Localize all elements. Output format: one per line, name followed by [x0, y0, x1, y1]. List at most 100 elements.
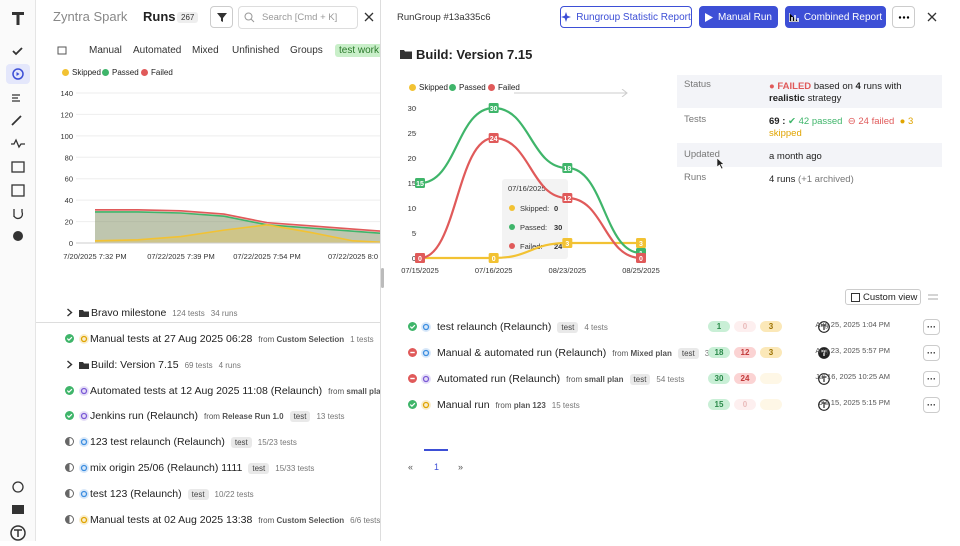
from-label: from: [495, 400, 512, 410]
expand-arrow: [67, 360, 73, 369]
page-link[interactable]: 1: [434, 462, 440, 472]
row-menu[interactable]: ···: [923, 397, 940, 413]
type-bg: [79, 386, 89, 396]
failed-text: 24 failed: [858, 116, 895, 127]
row-menu[interactable]: ···: [923, 319, 940, 335]
type-core: [422, 349, 430, 357]
filter-tab[interactable]: Automated: [133, 45, 182, 56]
row-menu[interactable]: ···: [923, 371, 940, 387]
manual-run-button[interactable]: Manual Run: [699, 6, 778, 28]
avatar-mark: [821, 402, 827, 408]
run-source: from Release Run 1.0: [204, 412, 284, 421]
status-half: [65, 489, 70, 498]
run-row[interactable]: Manual tests at 27 Aug 2025 06:28 from Cu…: [90, 330, 374, 348]
avatar[interactable]: [10, 525, 26, 541]
statistic-report-button[interactable]: Rungroup Statistic Report: [560, 6, 692, 28]
legend-item[interactable]: Failed: [488, 83, 520, 92]
nav-icon[interactable]: [13, 231, 23, 241]
tag: test: [289, 410, 311, 422]
legend-item[interactable]: Skipped: [409, 83, 448, 92]
filter-tab[interactable]: Groups: [290, 45, 323, 56]
legend-item[interactable]: Failed: [141, 68, 173, 77]
run-row[interactable]: Automated tests at 12 Aug 2025 11:08 (Re…: [90, 382, 381, 400]
legend-arrow: [514, 89, 628, 97]
type-core: [80, 516, 88, 524]
filter-tab[interactable]: test work: [335, 44, 380, 57]
page-link[interactable]: »: [458, 462, 464, 472]
close-button[interactable]: [927, 12, 937, 22]
docs-icon[interactable]: [12, 505, 24, 514]
y-tick-label: 15: [408, 179, 416, 188]
nav-icon[interactable]: [13, 209, 24, 220]
status-half: [65, 515, 70, 524]
run-row[interactable]: Jenkins run (Relaunch) from Release Run 1…: [90, 407, 345, 425]
type-core: [422, 375, 430, 383]
filter-tab[interactable]: Unfinished: [232, 45, 280, 56]
from-label: from: [203, 411, 220, 421]
more-button[interactable]: [892, 6, 915, 28]
point-label: 0: [639, 256, 643, 263]
combined-report-button[interactable]: Combined Report: [785, 6, 886, 28]
logo[interactable]: [12, 12, 24, 25]
area-line: [95, 211, 380, 235]
count-pill: 15: [708, 399, 730, 410]
status-runs: 4: [855, 81, 861, 92]
page-link[interactable]: «: [408, 462, 414, 472]
run-row[interactable]: Bravo milestone 124 tests 34 runs: [91, 304, 237, 322]
nav-icon[interactable]: [12, 68, 24, 80]
run-row[interactable]: Manual tests at 02 Aug 2025 13:38 from Cu…: [90, 511, 380, 529]
y-tick-label: 5: [412, 229, 416, 238]
nav-icon[interactable]: [11, 115, 22, 126]
legend-swatch: [102, 69, 109, 76]
status-check: [409, 402, 416, 408]
group-run-row[interactable]: Manual run from plan 123 15 tests: [437, 396, 580, 414]
tab-icon[interactable]: [57, 45, 68, 56]
count-pill: 30: [708, 373, 730, 384]
group-run-row[interactable]: test relaunch (Relaunch) test 4 tests: [437, 318, 608, 336]
custom-view-button[interactable]: Custom view: [845, 289, 921, 305]
rungroup-panel: RunGroup #13a335c6 Rungroup Statistic Re…: [384, 0, 960, 541]
run-row[interactable]: Build: Version 7.15 69 tests 4 runs: [91, 356, 241, 374]
x-tick-label: 08/25/2025: [622, 266, 660, 275]
type-icon: [79, 386, 89, 396]
nav-icon[interactable]: [11, 138, 25, 149]
x-tick-label: 07/22/2025 7:54 PM: [233, 252, 301, 261]
status-bg: [65, 386, 74, 395]
search-input[interactable]: Search [Cmd + K]: [238, 6, 358, 29]
run-name: Manual tests at 02 Aug 2025 13:38: [90, 514, 253, 526]
close-button[interactable]: [364, 12, 374, 22]
row-menu[interactable]: ···: [923, 345, 940, 361]
nav-icon[interactable]: [11, 161, 25, 173]
nav-icon[interactable]: [11, 184, 25, 197]
resize-handle[interactable]: [381, 268, 384, 288]
legend-label: Failed: [151, 68, 173, 77]
filter-tab[interactable]: Mixed: [192, 45, 219, 56]
sparkle-icon: [561, 12, 572, 22]
tests-count: 124 tests: [172, 308, 205, 318]
legend-item[interactable]: Passed: [449, 83, 486, 92]
search-icon: [244, 12, 255, 23]
point-label: 0: [418, 256, 422, 263]
run-row[interactable]: 123 test relaunch (Relaunch) test 15/23 te…: [90, 433, 297, 451]
run-row[interactable]: mix origin 25/06 (Relaunch) 1111 test 15/3…: [90, 459, 314, 477]
filter-button[interactable]: [210, 6, 233, 28]
legend-item[interactable]: Skipped: [62, 68, 101, 77]
status-value: ● FAILED based on 4 runs with realistic …: [769, 81, 939, 105]
legend-item[interactable]: Passed: [102, 68, 139, 77]
group-run-row[interactable]: Manual & automated run (Relaunch) from Mi…: [437, 344, 709, 362]
help-icon[interactable]: [12, 481, 24, 493]
settings-icon[interactable]: [928, 292, 938, 302]
status-icon: [65, 489, 74, 498]
filter-tab[interactable]: Manual: [89, 45, 122, 56]
status-icon: [65, 334, 74, 343]
type-bg: [421, 400, 431, 410]
run-row[interactable]: test 123 (Relaunch) test 10/22 tests: [90, 485, 254, 503]
nav-icon[interactable]: [12, 94, 20, 102]
runs-value: 4 runs (+1 archived): [769, 174, 854, 185]
archived-count: (+1 archived): [798, 174, 854, 185]
source-name: small plan: [346, 386, 381, 396]
group-run-row[interactable]: Automated run (Relaunch) from small plan t…: [437, 370, 684, 388]
nav-icon[interactable]: [12, 47, 23, 56]
info-label: Tests: [684, 114, 707, 125]
from-label: from: [258, 515, 275, 525]
